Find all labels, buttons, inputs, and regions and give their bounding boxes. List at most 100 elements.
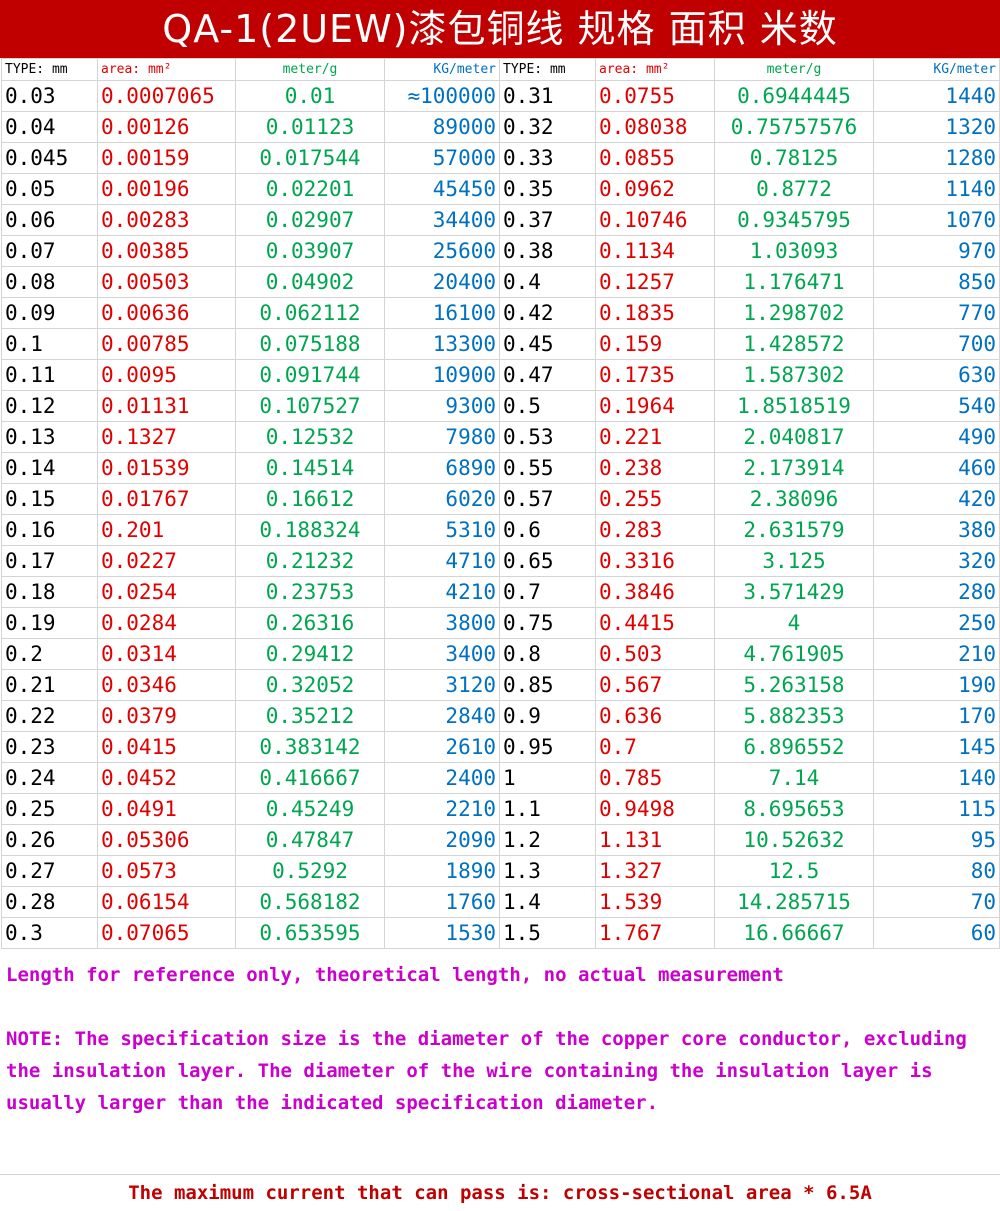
cell-meter-per-g: 3.571429: [714, 576, 874, 608]
cell-kg-per-meter: 5310: [384, 514, 500, 546]
cell-area: 1.539: [595, 886, 715, 918]
cell-kg-per-meter: 70: [873, 886, 1000, 918]
table-body: 0.03 0.0007065 0.01 ≈100000 0.31 0.0755 0.6944…: [1, 80, 1000, 949]
cell-area: 0.06154: [97, 886, 236, 918]
cell-area: 0.05306: [97, 824, 236, 856]
cell-meter-per-g: 16.66667: [714, 917, 874, 949]
table-row: 0.19 0.0284 0.26316 3800 0.75 0.4415 4 250: [1, 607, 1000, 639]
cell-meter-per-g: 1.428572: [714, 328, 874, 360]
cell-kg-per-meter: 1320: [873, 111, 1000, 143]
cell-area: 0.0379: [97, 700, 236, 732]
cell-area: 0.3846: [595, 576, 715, 608]
table-row: 0.23 0.0415 0.383142 2610 0.95 0.7 6.896552 145: [1, 731, 1000, 763]
cell-kg-per-meter: 115: [873, 793, 1000, 825]
cell-area: 0.0755: [595, 80, 715, 112]
cell-type: 0.47: [499, 359, 596, 391]
cell-area: 0.0962: [595, 173, 715, 205]
header-area: area: mm²: [97, 58, 236, 81]
cell-meter-per-g: 0.03907: [235, 235, 385, 267]
cell-type: 0.8: [499, 638, 596, 670]
cell-type: 0.27: [1, 855, 98, 887]
cell-area: 0.201: [97, 514, 236, 546]
cell-meter-per-g: 0.29412: [235, 638, 385, 670]
cell-meter-per-g: 0.091744: [235, 359, 385, 391]
cell-kg-per-meter: 490: [873, 421, 1000, 453]
cell-area: 0.08038: [595, 111, 715, 143]
cell-type: 1.1: [499, 793, 596, 825]
cell-area: 0.00159: [97, 142, 236, 174]
cell-meter-per-g: 0.04902: [235, 266, 385, 298]
cell-meter-per-g: 0.075188: [235, 328, 385, 360]
cell-meter-per-g: 0.568182: [235, 886, 385, 918]
cell-meter-per-g: 2.040817: [714, 421, 874, 453]
table-row: 0.15 0.01767 0.16612 6020 0.57 0.255 2.38096 42…: [1, 483, 1000, 515]
cell-type: 0.3: [1, 917, 98, 949]
cell-meter-per-g: 0.23753: [235, 576, 385, 608]
table-header-row: TYPE: mm area: mm² meter/g KG/meter TYPE…: [1, 58, 1000, 81]
cell-area: 0.0284: [97, 607, 236, 639]
notes-section: Length for reference only, theoretical l…: [0, 949, 1000, 1119]
cell-meter-per-g: 0.062112: [235, 297, 385, 329]
cell-area: 0.159: [595, 328, 715, 360]
cell-area: 0.00385: [97, 235, 236, 267]
table-row: 0.07 0.00385 0.03907 25600 0.38 0.1134 1.03093…: [1, 235, 1000, 267]
cell-area: 0.283: [595, 514, 715, 546]
table-row: 0.06 0.00283 0.02907 34400 0.37 0.10746 0.9345…: [1, 204, 1000, 236]
cell-kg-per-meter: 540: [873, 390, 1000, 422]
cell-kg-per-meter: 1530: [384, 917, 500, 949]
cell-meter-per-g: 5.263158: [714, 669, 874, 701]
cell-area: 0.00503: [97, 266, 236, 298]
table-row: 0.27 0.0573 0.5292 1890 1.3 1.327 12.5 80: [1, 855, 1000, 887]
table-row: 0.09 0.00636 0.062112 16100 0.42 0.1835 1.2987…: [1, 297, 1000, 329]
table-row: 0.16 0.201 0.188324 5310 0.6 0.283 2.631579 380: [1, 514, 1000, 546]
cell-meter-per-g: 0.45249: [235, 793, 385, 825]
cell-type: 0.42: [499, 297, 596, 329]
cell-type: 0.25: [1, 793, 98, 825]
cell-meter-per-g: 2.631579: [714, 514, 874, 546]
cell-type: 0.03: [1, 80, 98, 112]
cell-kg-per-meter: 25600: [384, 235, 500, 267]
cell-area: 0.785: [595, 762, 715, 794]
cell-type: 0.23: [1, 731, 98, 763]
cell-area: 0.636: [595, 700, 715, 732]
cell-kg-per-meter: 13300: [384, 328, 500, 360]
cell-kg-per-meter: 1440: [873, 80, 1000, 112]
cell-type: 0.16: [1, 514, 98, 546]
cell-type: 0.5: [499, 390, 596, 422]
cell-kg-per-meter: 170: [873, 700, 1000, 732]
cell-type: 1.3: [499, 855, 596, 887]
cell-area: 0.0314: [97, 638, 236, 670]
cell-kg-per-meter: 3800: [384, 607, 500, 639]
cell-kg-per-meter: 2610: [384, 731, 500, 763]
cell-meter-per-g: 0.47847: [235, 824, 385, 856]
cell-type: 0.21: [1, 669, 98, 701]
cell-kg-per-meter: 850: [873, 266, 1000, 298]
cell-meter-per-g: 0.21232: [235, 545, 385, 577]
cell-kg-per-meter: 280: [873, 576, 1000, 608]
cell-meter-per-g: 7.14: [714, 762, 874, 794]
cell-meter-per-g: 0.383142: [235, 731, 385, 763]
cell-kg-per-meter: 80: [873, 855, 1000, 887]
cell-type: 0.04: [1, 111, 98, 143]
header-meter-per-g: meter/g: [235, 58, 385, 81]
cell-type: 0.24: [1, 762, 98, 794]
cell-type: 0.45: [499, 328, 596, 360]
cell-meter-per-g: 1.03093: [714, 235, 874, 267]
cell-kg-per-meter: 1280: [873, 142, 1000, 174]
cell-type: 0.55: [499, 452, 596, 484]
cell-type: 0.38: [499, 235, 596, 267]
cell-area: 0.00196: [97, 173, 236, 205]
cell-area: 1.327: [595, 855, 715, 887]
table-row: 0.04 0.00126 0.01123 89000 0.32 0.08038 0.7575…: [1, 111, 1000, 143]
cell-meter-per-g: 6.896552: [714, 731, 874, 763]
cell-type: 0.07: [1, 235, 98, 267]
cell-type: 0.4: [499, 266, 596, 298]
cell-kg-per-meter: 45450: [384, 173, 500, 205]
cell-area: 0.00126: [97, 111, 236, 143]
cell-type: 0.045: [1, 142, 98, 174]
table-row: 0.26 0.05306 0.47847 2090 1.2 1.131 10.52632 95: [1, 824, 1000, 856]
table-row: 0.28 0.06154 0.568182 1760 1.4 1.539 14.285715…: [1, 886, 1000, 918]
cell-type: 0.35: [499, 173, 596, 205]
cell-meter-per-g: 0.107527: [235, 390, 385, 422]
cell-type: 1.2: [499, 824, 596, 856]
